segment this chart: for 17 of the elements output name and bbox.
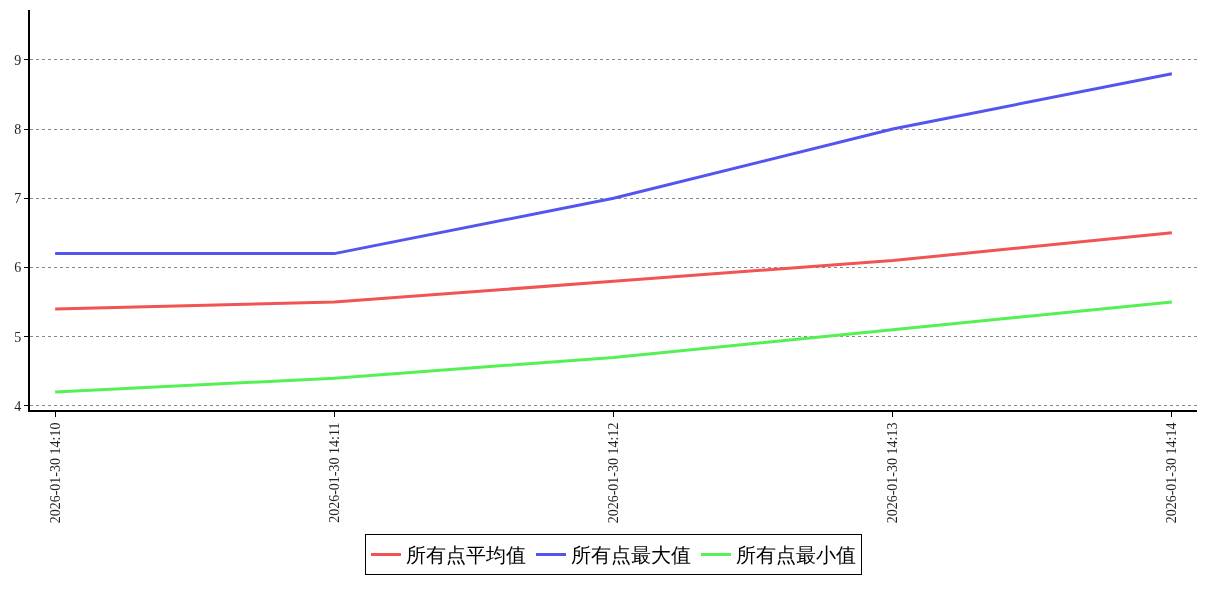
y-tick-label: 7 xyxy=(14,191,22,207)
x-tick-label: 2026-01-30 14:12 xyxy=(606,422,622,524)
legend-label: 所有点最小值 xyxy=(736,544,856,567)
legend-label: 所有点平均值 xyxy=(406,544,526,567)
line-series xyxy=(53,300,1174,394)
x-tick-label: 2026-01-30 14:13 xyxy=(885,422,901,524)
x-tick-label: 2026-01-30 14:10 xyxy=(47,422,63,524)
y-tick-label: 9 xyxy=(14,52,22,68)
y-tick-label: 4 xyxy=(14,398,22,414)
line-series xyxy=(53,72,1174,256)
legend-label: 所有点最大值 xyxy=(571,544,691,567)
x-tick-label: 2026-01-30 14:14 xyxy=(1164,422,1180,524)
y-tick-label: 6 xyxy=(14,260,22,276)
x-tick-label: 2026-01-30 14:11 xyxy=(326,422,342,523)
line-series xyxy=(53,231,1174,311)
y-tick-label: 8 xyxy=(14,121,22,137)
y-tick-label: 5 xyxy=(14,329,22,345)
